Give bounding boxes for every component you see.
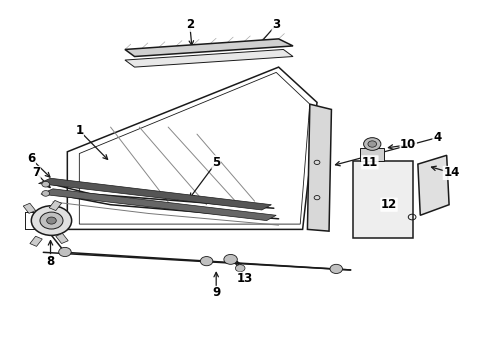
Polygon shape (418, 155, 449, 215)
Circle shape (31, 206, 72, 235)
Text: 1: 1 (75, 124, 83, 137)
Text: 3: 3 (272, 18, 280, 31)
Circle shape (47, 217, 56, 224)
Polygon shape (41, 189, 276, 221)
Bar (23, 203, 36, 213)
Circle shape (40, 212, 63, 229)
Text: 14: 14 (443, 166, 460, 179)
Text: 7: 7 (32, 166, 40, 179)
Text: 6: 6 (27, 152, 35, 165)
Bar (360, 148, 384, 161)
Circle shape (224, 255, 237, 264)
Circle shape (200, 257, 213, 266)
Bar (49, 201, 62, 211)
Circle shape (59, 247, 71, 257)
Text: 9: 9 (212, 287, 220, 300)
Bar (30, 236, 42, 246)
Circle shape (42, 181, 49, 187)
Polygon shape (125, 49, 293, 67)
Bar (56, 233, 68, 244)
Text: 13: 13 (237, 272, 253, 285)
Polygon shape (39, 178, 271, 210)
Circle shape (364, 138, 381, 150)
Bar (353, 161, 413, 238)
Text: 4: 4 (433, 131, 441, 144)
Circle shape (330, 264, 343, 274)
Text: 10: 10 (400, 138, 416, 151)
Text: 2: 2 (186, 18, 194, 31)
Circle shape (235, 265, 245, 272)
Text: 8: 8 (47, 255, 55, 267)
Text: 5: 5 (212, 156, 220, 169)
Circle shape (368, 141, 377, 147)
Text: 12: 12 (381, 198, 397, 211)
Text: 11: 11 (362, 156, 378, 169)
Polygon shape (307, 104, 331, 231)
Polygon shape (125, 39, 293, 57)
Circle shape (42, 190, 49, 196)
